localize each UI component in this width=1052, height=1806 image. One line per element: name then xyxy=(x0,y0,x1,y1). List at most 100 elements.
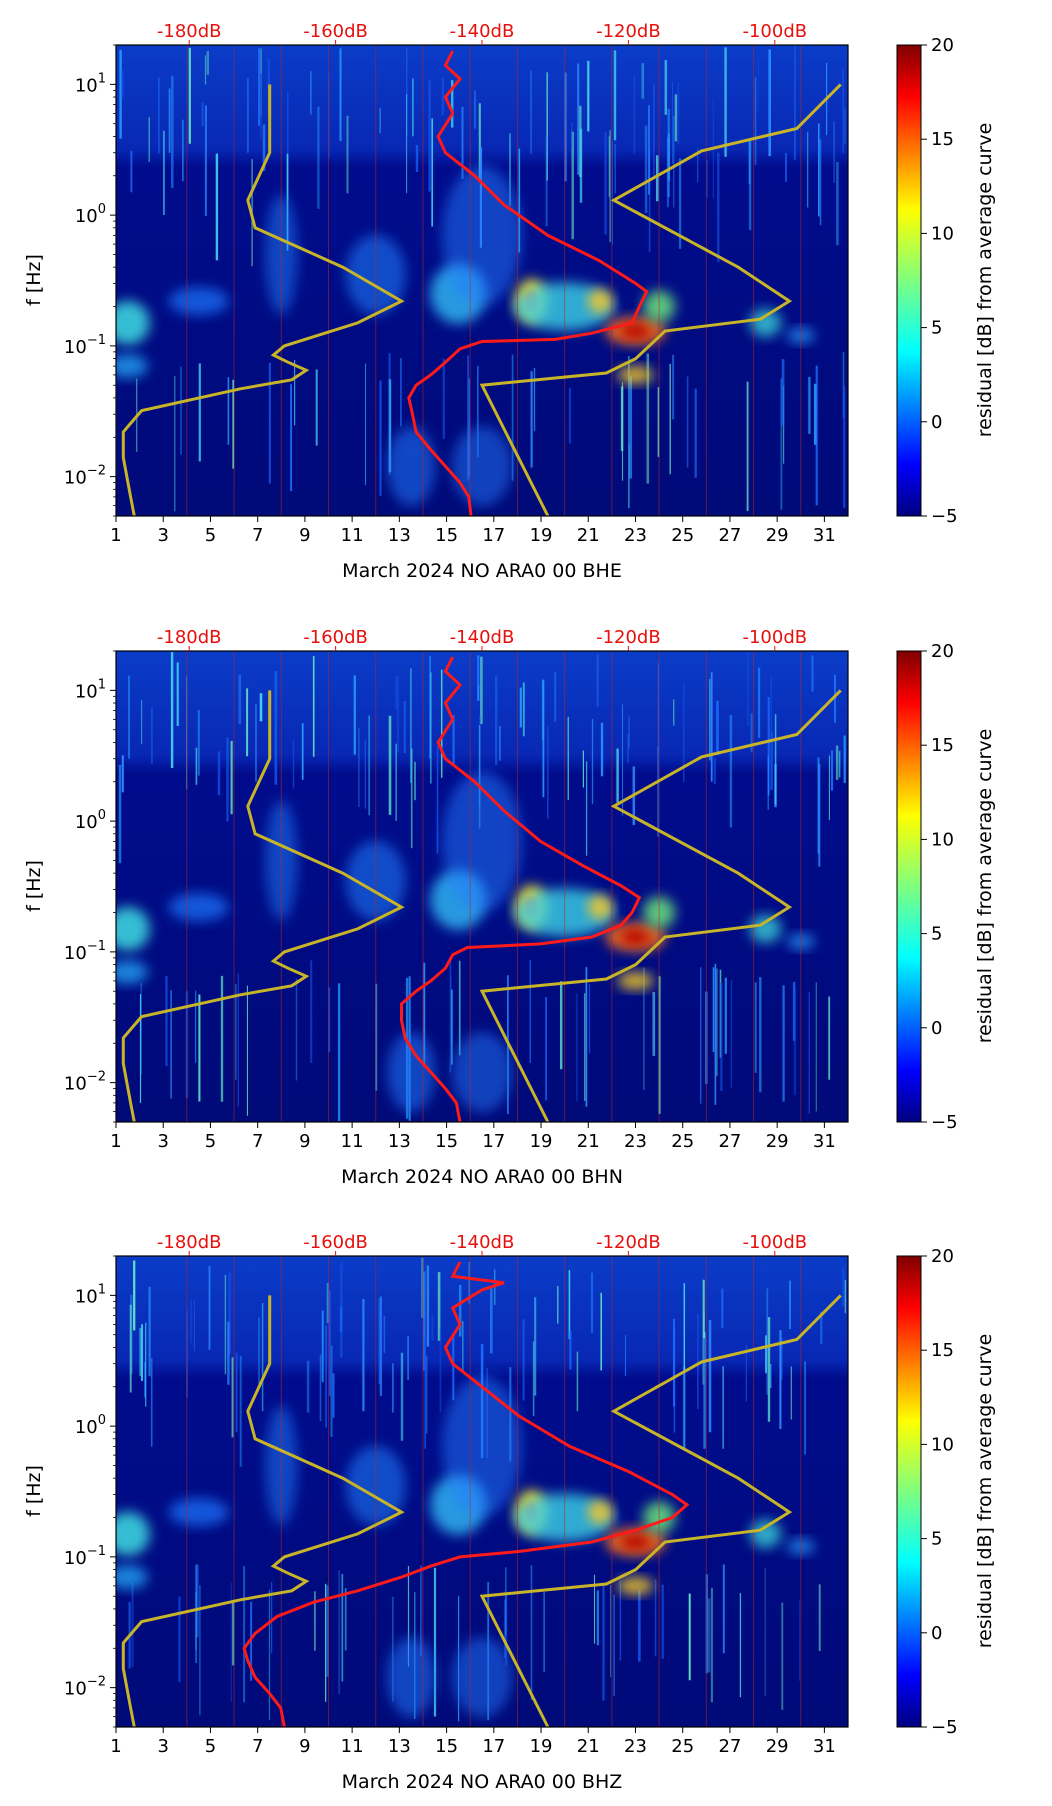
top-tick-label: -180dB xyxy=(157,21,222,42)
x-tick-label: 7 xyxy=(252,1131,263,1152)
x-tick-label: 5 xyxy=(205,525,216,546)
y-tick-label: 10−1 xyxy=(64,333,106,358)
x-tick-label: 9 xyxy=(299,525,310,546)
colorbar-tick-label: 20 xyxy=(931,641,954,662)
y-axis-label: f [Hz] xyxy=(23,860,45,912)
y-tick-exponent: 1 xyxy=(98,677,106,692)
x-tick-label: 3 xyxy=(157,525,168,546)
x-tick-label: 7 xyxy=(252,1736,263,1757)
x-tick-label: 11 xyxy=(341,1736,364,1757)
energy-blob xyxy=(452,426,512,507)
colorbar-tick-label: −5 xyxy=(931,506,958,527)
colorbar-label: residual [dB] from average curve xyxy=(974,123,996,438)
x-tick-label: 21 xyxy=(577,1736,600,1757)
top-tick-label: -160dB xyxy=(303,627,368,648)
x-tick-label: 19 xyxy=(530,1131,553,1152)
x-tick-label: 23 xyxy=(624,1736,647,1757)
y-tick-label: 100 xyxy=(75,808,106,833)
y-tick-label: 101 xyxy=(75,1282,106,1307)
y-tick-label: 10−2 xyxy=(64,1070,106,1095)
y-tick-exponent: −1 xyxy=(87,939,106,954)
x-tick-label: 29 xyxy=(766,1131,789,1152)
x-tick-label: 27 xyxy=(718,1736,741,1757)
x-tick-label: 1 xyxy=(110,1736,121,1757)
energy-blob xyxy=(168,1498,229,1527)
energy-blob xyxy=(617,365,654,384)
x-tick-label: 11 xyxy=(341,525,364,546)
x-tick-label: 1 xyxy=(110,525,121,546)
x-tick-label: 13 xyxy=(388,525,411,546)
x-tick-label: 25 xyxy=(671,525,694,546)
colorbar-tick-label: 5 xyxy=(931,1529,942,1550)
energy-blob xyxy=(619,1534,652,1550)
panel-2: 1 3 5 7 9 11 13 15 17 19 21 23 25 27 29 31 10110010−110… xyxy=(23,627,996,1188)
top-tick-label: -120dB xyxy=(596,627,661,648)
x-tick-label: 3 xyxy=(157,1131,168,1152)
energy-blob xyxy=(617,1576,654,1595)
vertical-event-lines xyxy=(128,1257,846,1722)
energy-blob xyxy=(588,289,613,314)
x-axis-label: March 2024 NO ARA0 00 BHN xyxy=(341,1166,623,1188)
x-tick-label: 27 xyxy=(718,1131,741,1152)
top-tick-label: -160dB xyxy=(303,1232,368,1253)
y-tick-exponent: −2 xyxy=(87,1070,106,1085)
day-gridlines xyxy=(186,1256,802,1727)
x-axis-label: March 2024 NO ARA0 00 BHZ xyxy=(342,1771,623,1793)
x-tick-label: 3 xyxy=(157,1736,168,1757)
x-tick-label: 13 xyxy=(388,1131,411,1152)
colorbar-tick-label: −5 xyxy=(931,1112,958,1133)
x-tick-label: 23 xyxy=(624,1131,647,1152)
colorbar-label: residual [dB] from average curve xyxy=(974,729,996,1044)
model-curve-low xyxy=(121,84,405,516)
x-tick-label: 13 xyxy=(388,1736,411,1757)
energy-blob xyxy=(619,323,652,339)
y-axis-label: f [Hz] xyxy=(23,1465,45,1517)
y-tick-exponent: 1 xyxy=(98,1282,106,1297)
y-tick-label: 10−2 xyxy=(64,1675,106,1700)
energy-blob xyxy=(749,914,782,943)
top-tick-label: -160dB xyxy=(303,21,368,42)
colorbar-tick-label: 15 xyxy=(931,129,954,150)
colorbar-tick-label: 0 xyxy=(931,1623,942,1644)
energy-blob xyxy=(749,308,782,337)
energy-blob xyxy=(116,906,150,951)
energy-blob xyxy=(442,1376,522,1517)
day-gridlines xyxy=(186,45,802,516)
x-axis-ticks: 1 3 5 7 9 11 13 15 17 19 21 23 25 27 29 31 xyxy=(110,1122,836,1152)
model-curve-high xyxy=(479,1294,842,1727)
y-tick-label: 10−1 xyxy=(64,1544,106,1569)
energy-blob xyxy=(168,287,229,316)
top-tick-label: -100dB xyxy=(742,1232,807,1253)
x-tick-label: 5 xyxy=(205,1736,216,1757)
top-tick-label: -180dB xyxy=(157,1232,222,1253)
model-curve-low xyxy=(121,1295,405,1727)
x-axis-ticks: 1 3 5 7 9 11 13 15 17 19 21 23 25 27 29 31 xyxy=(110,1727,836,1757)
energy-blob xyxy=(588,895,613,920)
x-axis-label: March 2024 NO ARA0 00 BHE xyxy=(342,560,622,582)
y-tick-exponent: −2 xyxy=(87,1675,106,1690)
x-tick-label: 21 xyxy=(577,525,600,546)
panel-1: 1 3 5 7 9 11 13 15 17 19 21 23 25 27 29 31 10110010−110… xyxy=(23,21,996,582)
x-tick-label: 27 xyxy=(718,525,741,546)
y-tick-label: 101 xyxy=(75,677,106,702)
model-curve-high xyxy=(479,689,842,1122)
energy-blob xyxy=(387,426,436,507)
x-tick-label: 9 xyxy=(299,1736,310,1757)
average-curve xyxy=(242,1261,690,1727)
colorbar-tick-label: 10 xyxy=(931,829,954,850)
top-tick-label: -120dB xyxy=(596,21,661,42)
panel-3: 1 3 5 7 9 11 13 15 17 19 21 23 25 27 29 31 10110010−110… xyxy=(23,1232,996,1793)
energy-blob xyxy=(749,1519,782,1548)
colorbar-tick-label: 0 xyxy=(931,1018,942,1039)
x-tick-label: 21 xyxy=(577,1131,600,1152)
x-tick-label: 29 xyxy=(766,525,789,546)
energy-blob xyxy=(387,1032,436,1113)
top-db-ticks: -180dB -160dB -140dB -120dB -100dB xyxy=(157,1232,807,1256)
energy-blob xyxy=(116,1511,150,1556)
x-tick-label: 15 xyxy=(435,1736,458,1757)
energy-blob xyxy=(442,165,522,306)
y-tick-exponent: 1 xyxy=(98,71,106,86)
top-tick-label: -180dB xyxy=(157,627,222,648)
